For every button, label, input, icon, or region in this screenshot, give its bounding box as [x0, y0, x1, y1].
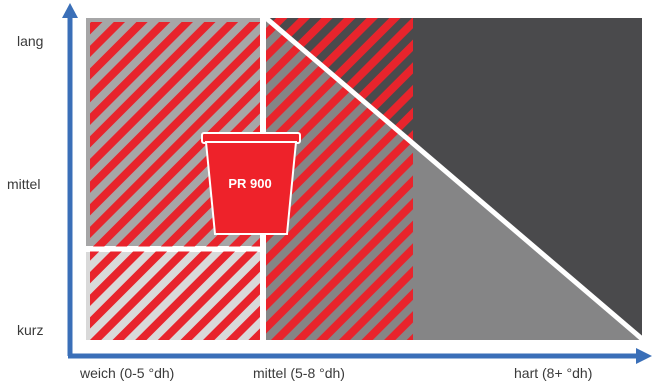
cup-body — [204, 141, 298, 235]
x-label-soft: weich (0-5 °dh) — [80, 365, 175, 381]
product-cup — [201, 132, 301, 235]
x-axis-arrowhead — [636, 348, 652, 364]
y-label-short: kurz — [17, 322, 44, 338]
x-label-medium: mittel (5-8 °dh) — [253, 365, 345, 381]
x-label-hard: hart (8+ °dh) — [514, 365, 593, 381]
y-label-medium: mittel — [7, 176, 41, 192]
diagonal-divider — [264, 16, 650, 346]
product-label: PR 900 — [228, 176, 272, 191]
y-axis-arrowhead — [62, 3, 78, 18]
y-label-long: lang — [17, 33, 44, 49]
